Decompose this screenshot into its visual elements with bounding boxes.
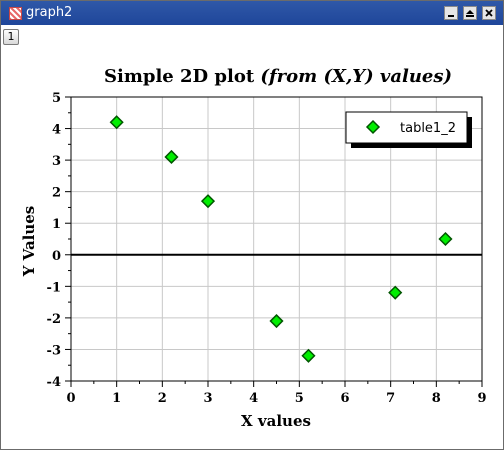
data-point[interactable] — [164, 149, 179, 165]
y-tick-label: 1 — [52, 217, 61, 232]
y-tick-label: -4 — [47, 375, 61, 390]
data-point[interactable] — [269, 313, 284, 329]
window-title: graph2 — [26, 5, 73, 20]
layer-tab-1[interactable]: 1 — [3, 29, 19, 45]
legend-box — [345, 111, 468, 144]
y-tick-label: -3 — [47, 343, 61, 358]
x-tick-label: 4 — [249, 391, 258, 406]
close-button[interactable] — [482, 6, 496, 20]
y-tick-label: 3 — [52, 154, 61, 169]
chart-title: Simple 2D plot (from (X,Y) values) — [104, 66, 452, 87]
data-point[interactable] — [301, 348, 316, 363]
maximize-button[interactable] — [463, 6, 477, 20]
data-point[interactable] — [438, 231, 453, 247]
minimize-button[interactable] — [444, 6, 458, 20]
x-axis-label: X values — [241, 412, 311, 430]
y-axis-ticks: -4 -3 -2 -1 0 1 2 3 4 5 — [47, 91, 71, 390]
y-tick-label: -1 — [47, 280, 61, 295]
y-tick-label: 2 — [52, 186, 61, 201]
y-tick-label: 0 — [52, 249, 61, 264]
x-tick-label: 7 — [386, 391, 395, 406]
x-axis-ticks: 0 1 2 3 4 5 6 7 8 9 — [66, 381, 487, 406]
x-tick-label: 1 — [112, 391, 121, 406]
y-tick-label: 5 — [52, 91, 61, 106]
y-tick-label: 4 — [52, 123, 61, 138]
graph-window-icon — [9, 7, 22, 20]
data-point[interactable] — [388, 285, 403, 300]
legend-label: table1_2 — [400, 121, 456, 136]
minimize-icon — [448, 15, 454, 17]
x-tick-label: 9 — [477, 391, 486, 406]
x-tick-label: 0 — [66, 391, 75, 406]
data-point[interactable] — [109, 115, 124, 130]
x-tick-label: 6 — [340, 391, 349, 406]
x-tick-label: 2 — [158, 391, 167, 406]
data-markers — [109, 115, 453, 363]
close-icon — [485, 9, 493, 17]
title-bar[interactable]: graph2 — [1, 1, 503, 25]
maximize-icon — [466, 10, 474, 17]
legend-marker — [365, 119, 381, 135]
legend[interactable]: table1_2 — [345, 111, 472, 148]
y-axis-label: Y Values — [20, 206, 38, 278]
data-point[interactable] — [200, 194, 216, 209]
grid-lines — [71, 97, 482, 381]
y-tick-label: -2 — [47, 312, 61, 327]
x-tick-label: 5 — [295, 391, 304, 406]
x-tick-label: 3 — [203, 391, 212, 406]
x-tick-label: 8 — [432, 391, 441, 406]
